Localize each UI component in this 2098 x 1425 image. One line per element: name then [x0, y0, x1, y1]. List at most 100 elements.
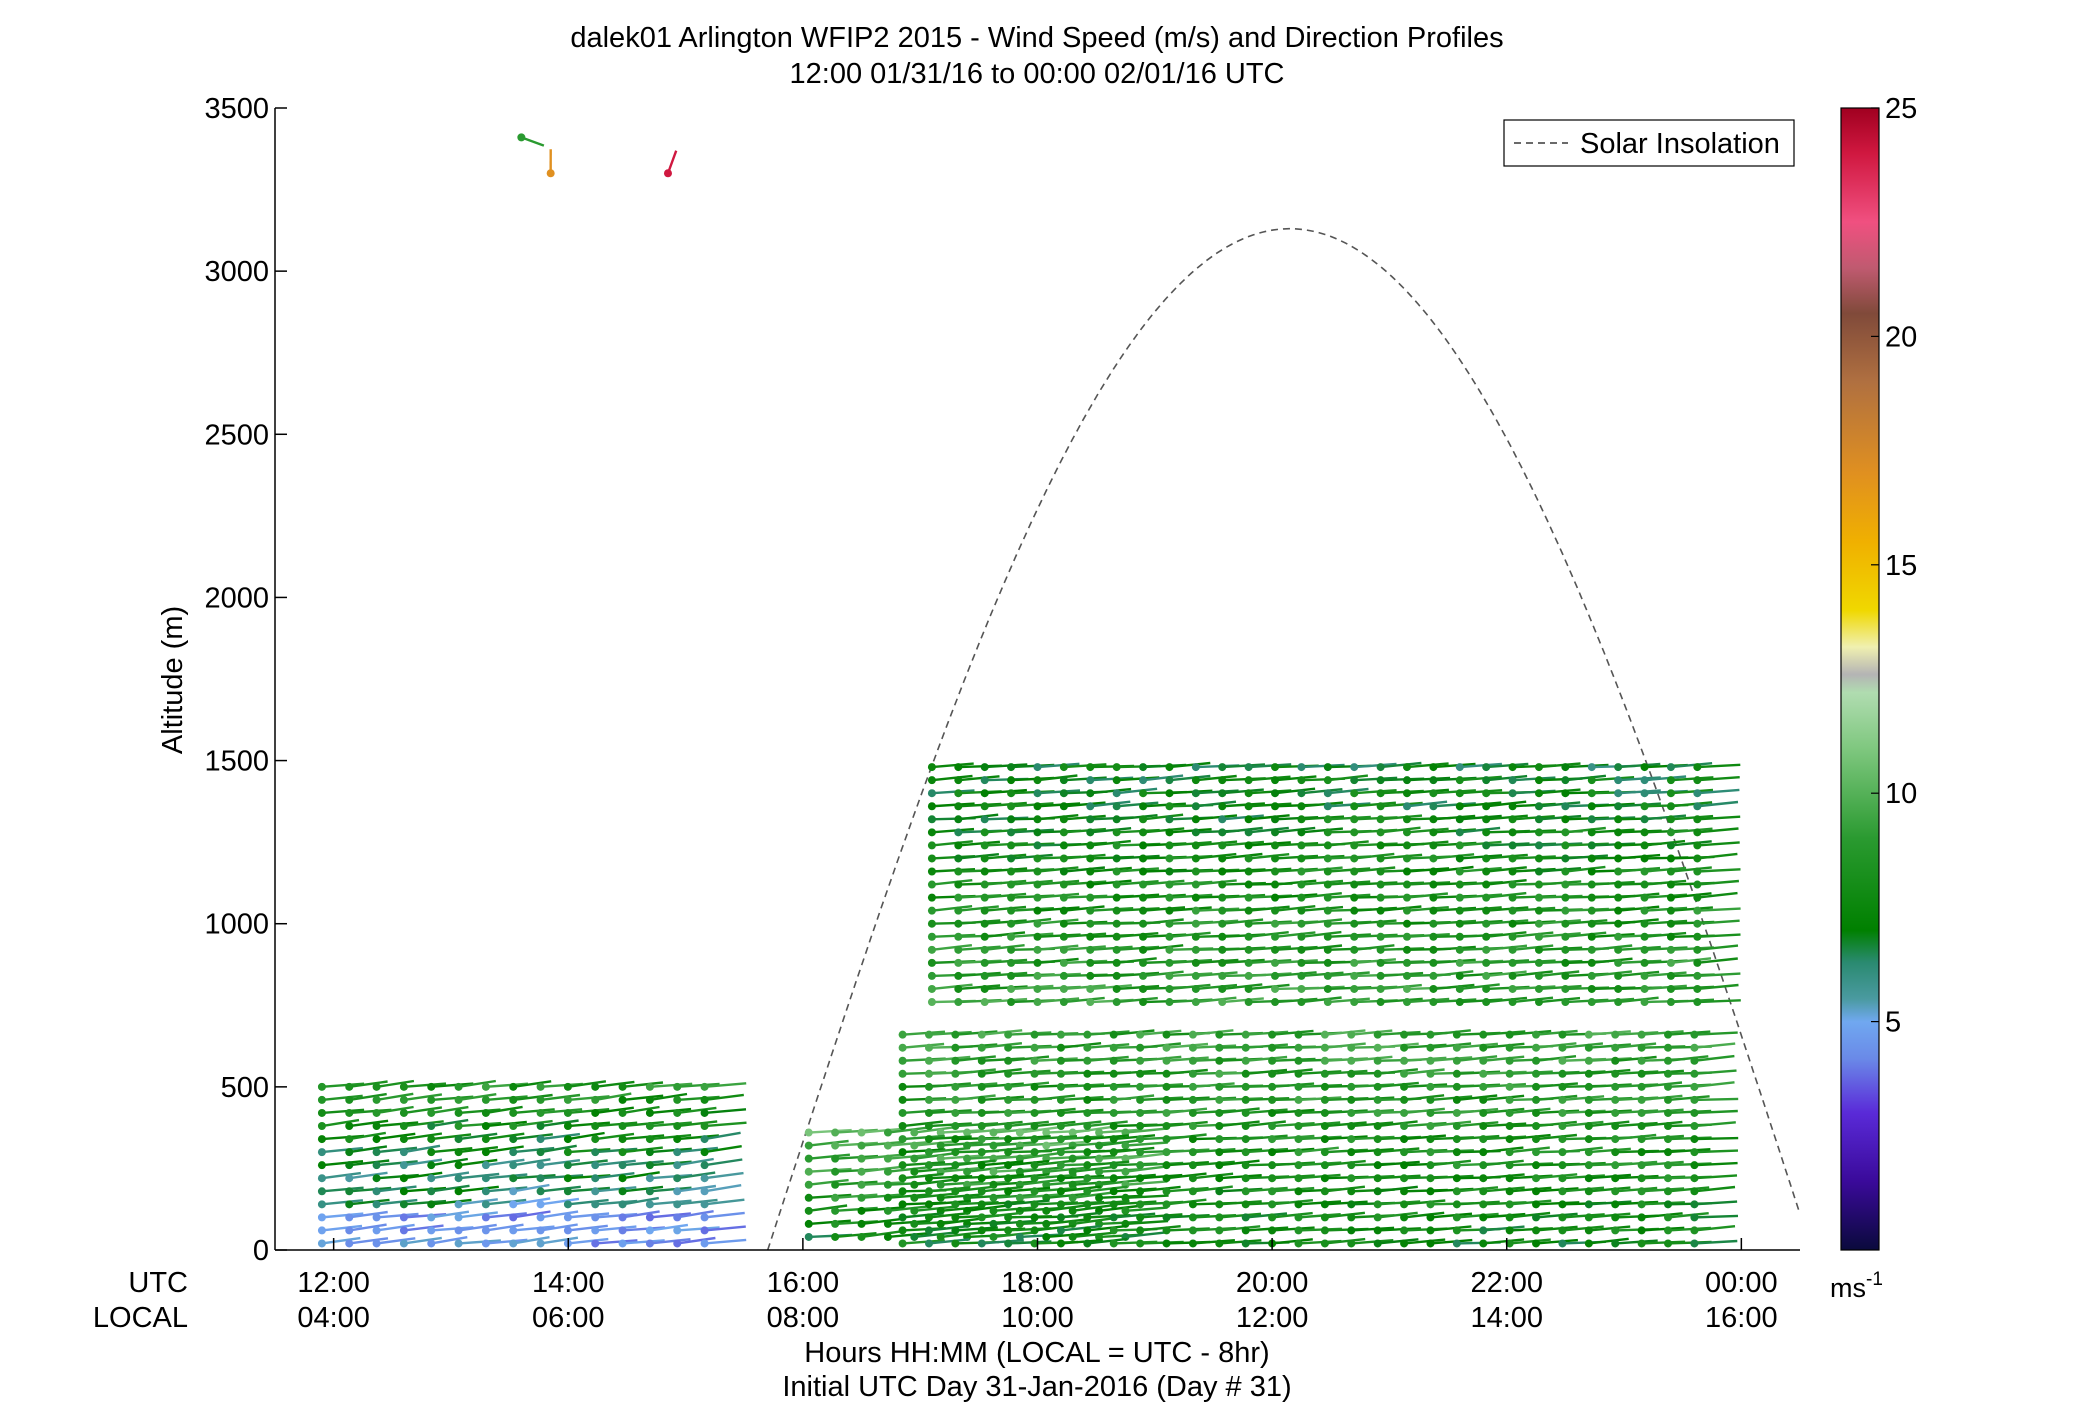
wind-barb-dot [1505, 1069, 1514, 1078]
wind-barb-dot [563, 1187, 572, 1196]
wind-barb-dot [1640, 998, 1649, 1007]
wind-barb-dot [1083, 1108, 1092, 1117]
wind-barb-dot [372, 1213, 381, 1222]
wind-barb [1274, 854, 1319, 860]
wind-barb-dot [951, 1108, 960, 1117]
wind-barb [1459, 866, 1502, 873]
wind-barb-dot [1320, 1161, 1329, 1170]
wind-barb-dot [1558, 1030, 1567, 1039]
wind-barb-dot [1297, 854, 1306, 863]
wind-barb [1538, 867, 1582, 873]
wind-barb-dot [1030, 1095, 1039, 1104]
wind-barb [1562, 1120, 1604, 1128]
wind-barb-dot [1121, 1167, 1130, 1176]
wind-barb [1483, 1238, 1525, 1245]
wind-barb-dot [954, 919, 963, 928]
wind-barb-dot [1482, 919, 1491, 928]
wind-barb-dot [1112, 841, 1121, 850]
wind-barb [1272, 1029, 1314, 1036]
wind-barb-dot [1482, 815, 1491, 824]
wind-barb-dot [1350, 841, 1359, 850]
wind-barb [677, 1157, 714, 1167]
wind-barb-dot [927, 841, 936, 850]
wind-barb-dot [1112, 776, 1121, 785]
wind-barb [1324, 1029, 1366, 1036]
wind-barb-dot [1165, 763, 1174, 772]
wind-barb-dot [372, 1135, 381, 1144]
wind-barb-dot [898, 1043, 907, 1052]
wind-barb-dot [481, 1200, 490, 1209]
wind-barb [1591, 816, 1636, 821]
wind-barb [1404, 1083, 1448, 1089]
wind-barb-dot [883, 1141, 892, 1150]
wind-barb-dot [1347, 1213, 1356, 1222]
wind-barb [1459, 998, 1503, 1004]
wind-barb-dot [372, 1226, 381, 1235]
wind-barb-dot [1030, 1122, 1039, 1131]
wind-barb-dot [1482, 932, 1491, 941]
wind-barb-dot [1188, 1082, 1197, 1091]
wind-barb-dot [1136, 1108, 1145, 1117]
wind-barb-dot [1059, 789, 1068, 798]
wind-barb-dot [1056, 1122, 1065, 1131]
wind-barb-dot [1400, 1200, 1409, 1209]
wind-barb [1641, 1081, 1683, 1089]
wind-barb [1301, 801, 1344, 808]
wind-barb [1046, 1140, 1088, 1147]
wind-barb [1274, 997, 1318, 1004]
wind-barb [902, 1134, 945, 1141]
wind-barb [376, 1198, 418, 1206]
wind-barb-dot [372, 1148, 381, 1157]
wind-barb-dot [1056, 1187, 1065, 1196]
wind-barb [1113, 1200, 1157, 1206]
wind-barb-dot [1508, 763, 1517, 772]
wind-barb-dot [1452, 1187, 1461, 1196]
wind-barb [1644, 906, 1688, 912]
wind-barb-dot [924, 1200, 933, 1209]
wind-barb [622, 1171, 660, 1180]
wind-barb-dot [1479, 1161, 1488, 1170]
wind-barb [808, 1178, 849, 1186]
wind-barb [914, 1178, 954, 1186]
wind-barb-dot [1244, 998, 1253, 1007]
wind-barb [1615, 1160, 1658, 1167]
wind-barb-dot [1162, 1161, 1171, 1170]
wind-barb-dot [1373, 1213, 1382, 1222]
wind-barb-dot [1004, 1122, 1013, 1131]
wind-barb-dot [1271, 802, 1280, 811]
wind-barb-dot [1139, 998, 1148, 1007]
wind-barb-dot [1693, 984, 1702, 993]
wind-barb-dot [857, 1154, 866, 1163]
wind-barb [1538, 880, 1582, 886]
wind-barb [1166, 1096, 1210, 1102]
wind-barb [1248, 867, 1292, 873]
wind-barb-dot [1215, 1056, 1224, 1065]
wind-barb-dot [1587, 893, 1596, 902]
wind-barb-dot [927, 958, 936, 967]
wind-barb [540, 1159, 581, 1167]
wind-barb [1274, 959, 1318, 965]
wind-barb [931, 905, 973, 912]
wind-barb-dot [591, 1213, 600, 1222]
wind-barb-dot [1244, 763, 1253, 772]
wind-barb-dot [1640, 893, 1649, 902]
wind-barb [861, 1153, 903, 1160]
wind-barb-dot [1068, 1180, 1077, 1189]
wind-barb [1459, 919, 1503, 925]
wind-barb-dot [1508, 919, 1517, 928]
wind-barb [1274, 879, 1317, 886]
wind-barb-dot [1030, 1043, 1039, 1052]
wind-barb [1125, 1180, 1168, 1186]
wind-barb [431, 1095, 474, 1102]
wind-barb [1430, 1120, 1472, 1128]
wind-barb-dot [936, 1141, 945, 1150]
wind-barb [1060, 1042, 1102, 1049]
wind-barb-dot [1403, 919, 1412, 928]
wind-barb [1140, 1185, 1181, 1193]
wind-barb [1459, 840, 1502, 847]
wind-barb-dot [1015, 1167, 1024, 1176]
wind-barb [1433, 814, 1476, 821]
wind-barb [1562, 1161, 1606, 1167]
wind-barb [981, 1120, 1023, 1128]
wind-barb-dot [1271, 815, 1280, 824]
